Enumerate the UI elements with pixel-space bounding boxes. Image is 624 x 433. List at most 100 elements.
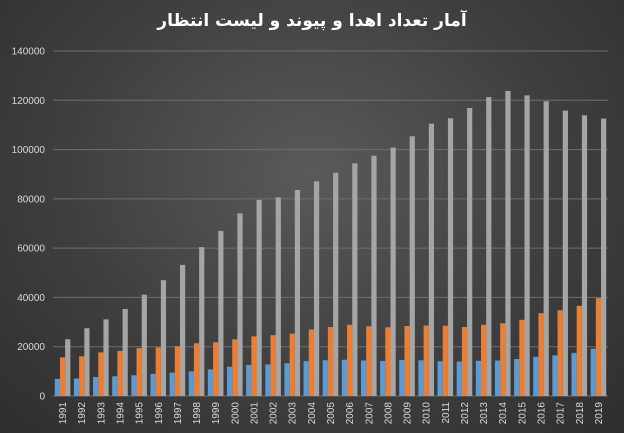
x-tick-label: 2015 bbox=[517, 402, 528, 425]
bar-series2-1997 bbox=[174, 346, 180, 396]
x-tick-label: 1997 bbox=[173, 402, 184, 425]
bar-series2-2001 bbox=[251, 336, 257, 396]
bar-series1-2013 bbox=[475, 360, 481, 396]
x-tick-label: 2008 bbox=[383, 402, 394, 425]
y-tick-label: 20000 bbox=[17, 342, 45, 353]
bar-series1-2008 bbox=[380, 361, 386, 396]
bar-series2-1991 bbox=[59, 357, 66, 396]
bar-series3-2011 bbox=[447, 118, 454, 397]
bar-series3-1996 bbox=[160, 280, 167, 396]
bar-series2-1993 bbox=[98, 352, 104, 396]
bar-series3-2016 bbox=[543, 101, 549, 397]
x-tick-label: 1999 bbox=[211, 402, 222, 425]
bar-series1-1995 bbox=[131, 375, 137, 396]
bar-series3-2004 bbox=[313, 181, 320, 396]
x-tick-label: 2003 bbox=[288, 402, 299, 425]
y-tick-label: 0 bbox=[39, 392, 45, 403]
bar-series2-2005 bbox=[327, 327, 334, 396]
bar-series3-2018 bbox=[581, 115, 588, 396]
bar-series1-2012 bbox=[456, 361, 462, 396]
bar-series3-2002 bbox=[275, 197, 281, 396]
bar-series1-2016 bbox=[533, 356, 539, 396]
x-tick-label: 2002 bbox=[269, 402, 280, 425]
bar-series3-2017 bbox=[562, 110, 568, 396]
y-tick-label: 60000 bbox=[17, 244, 45, 255]
bar-series2-1994 bbox=[117, 350, 123, 396]
bar-series1-1997 bbox=[169, 372, 175, 396]
bar-series1-2005 bbox=[322, 360, 328, 396]
bar-series3-1993 bbox=[103, 319, 109, 396]
bar-series2-1995 bbox=[136, 348, 142, 396]
bar-series1-1991 bbox=[54, 379, 60, 396]
bar-series1-2019 bbox=[590, 348, 596, 396]
x-tick-label: 2014 bbox=[498, 402, 509, 425]
bar-series2-2004 bbox=[308, 329, 314, 396]
bar-series2-2009 bbox=[404, 326, 410, 396]
bar-series3-2013 bbox=[486, 97, 492, 396]
x-tick-label: 1992 bbox=[77, 402, 88, 425]
bar-series2-2017 bbox=[557, 310, 563, 396]
bar-series3-2005 bbox=[333, 172, 339, 396]
bar-series1-2006 bbox=[341, 359, 348, 396]
bar-series3-1995 bbox=[141, 294, 147, 396]
bar-series2-2011 bbox=[442, 325, 448, 396]
x-tick-label: 2001 bbox=[249, 402, 260, 425]
bar-series1-1998 bbox=[188, 371, 194, 396]
x-tick-label: 1994 bbox=[115, 402, 126, 425]
bar-series3-2009 bbox=[409, 136, 415, 396]
bar-series2-2003 bbox=[289, 333, 295, 396]
bar-series3-1997 bbox=[180, 264, 186, 396]
bar-series2-2000 bbox=[232, 339, 238, 396]
bar-series2-2016 bbox=[538, 313, 544, 396]
bar-series3-2001 bbox=[256, 199, 262, 396]
bar-series3-2007 bbox=[371, 155, 377, 396]
bar-series3-2014 bbox=[505, 90, 511, 397]
bar-series3-2006 bbox=[352, 163, 358, 396]
bar-series3-2008 bbox=[390, 147, 396, 396]
bar-series1-1996 bbox=[150, 373, 156, 396]
x-tick-label: 2018 bbox=[575, 402, 586, 425]
x-tick-label: 2016 bbox=[537, 402, 548, 425]
x-tick-label: 2005 bbox=[326, 402, 337, 425]
x-tick-label: 1993 bbox=[96, 402, 107, 425]
x-axis-tick-labels: 1991 1992 1993 1994 1995 1996 1997 1998 1999 2000… bbox=[58, 402, 605, 425]
x-tick-label: 2010 bbox=[422, 402, 433, 425]
x-tick-label: 2019 bbox=[594, 402, 605, 425]
x-tick-label: 2012 bbox=[460, 402, 471, 425]
x-tick-label: 2000 bbox=[230, 402, 241, 425]
bar-series1-2002 bbox=[265, 364, 271, 396]
bar-series1-2001 bbox=[246, 364, 252, 396]
chart-title: آمار تعداد اهدا و پیوند و لیست انتظار bbox=[156, 9, 468, 31]
bar-series1-2003 bbox=[284, 363, 290, 396]
x-tick-label: 1996 bbox=[154, 402, 165, 425]
x-tick-label: 2009 bbox=[403, 402, 414, 425]
x-tick-label: 2013 bbox=[479, 402, 490, 425]
bar-series1-2011 bbox=[437, 361, 443, 396]
bar-series2-2013 bbox=[481, 324, 487, 396]
bar-series2-1996 bbox=[155, 347, 161, 396]
bar-series3-2015 bbox=[524, 95, 530, 397]
bar-series1-1992 bbox=[73, 378, 80, 396]
bar-series2-2010 bbox=[423, 325, 429, 396]
y-tick-label: 40000 bbox=[17, 293, 45, 304]
bar-series2-2014 bbox=[500, 323, 506, 396]
bar-series1-2015 bbox=[514, 359, 520, 396]
x-tick-label: 2011 bbox=[441, 402, 452, 424]
bars bbox=[54, 90, 607, 397]
bar-series3-2019 bbox=[601, 118, 607, 397]
y-tick-label: 120000 bbox=[12, 96, 46, 107]
bar-series3-2003 bbox=[294, 189, 301, 396]
x-tick-label: 2006 bbox=[345, 402, 356, 425]
bar-series2-2008 bbox=[385, 327, 391, 396]
bar-series2-2002 bbox=[270, 335, 276, 396]
x-tick-label: 2017 bbox=[556, 402, 567, 425]
x-tick-label: 1998 bbox=[192, 402, 203, 425]
x-tick-label: 2007 bbox=[364, 402, 375, 425]
bar-series2-2018 bbox=[576, 305, 582, 396]
bar-series1-2018 bbox=[571, 352, 577, 397]
bar-series1-2009 bbox=[399, 360, 405, 396]
bar-series2-1998 bbox=[193, 343, 200, 396]
bar-series1-1994 bbox=[112, 376, 118, 396]
y-axis-tick-labels: 0 20000 40000 60000 80000 100000 120000 140000 bbox=[12, 47, 46, 403]
